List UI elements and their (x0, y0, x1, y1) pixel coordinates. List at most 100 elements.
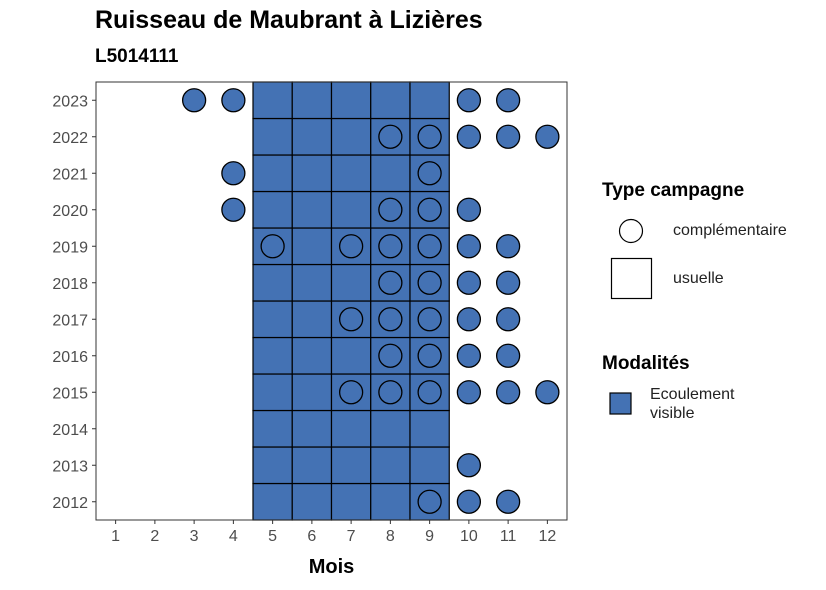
point-complementaire (378, 270, 403, 295)
tile-usuelle (252, 336, 293, 375)
tile-usuelle (330, 409, 372, 448)
square-key-icon (610, 257, 653, 300)
tile-usuelle (330, 263, 372, 302)
y-tick-label: 2015 (52, 385, 88, 402)
point-complementaire (495, 489, 521, 514)
legend-type-campagne: Type campagne (602, 180, 744, 202)
legend-label-ecoulement: Ecoulement visible (650, 385, 735, 423)
tile-usuelle (370, 336, 411, 375)
legend-label-line-2: visible (650, 405, 695, 422)
tile-usuelle (409, 81, 450, 120)
tile-usuelle (330, 190, 372, 229)
panel-border (95, 81, 568, 521)
point-complementaire (378, 307, 403, 332)
x-tick-label: 3 (190, 528, 199, 545)
tile-usuelle (330, 373, 372, 412)
x-tick-label: 2 (150, 528, 159, 545)
tile-usuelle (252, 409, 293, 448)
legend-item-complementaire: complémentaire (610, 216, 787, 246)
legend-modalites-title: Modalités (602, 353, 690, 374)
tile-usuelle (370, 227, 411, 266)
point-complementaire (417, 161, 442, 186)
tile-usuelle (409, 409, 450, 448)
point-complementaire (338, 380, 364, 405)
point-complementaire (378, 234, 403, 259)
point-complementaire (378, 343, 403, 368)
fill-key-icon (609, 392, 632, 415)
tile-usuelle (409, 154, 450, 193)
point-complementaire (495, 343, 521, 368)
tile-usuelle (291, 81, 333, 120)
tile-usuelle (252, 482, 293, 521)
point-complementaire (417, 197, 442, 222)
point-complementaire (221, 88, 246, 113)
tile-usuelle (370, 482, 411, 521)
point-complementaire (456, 270, 482, 295)
point-complementaire (221, 161, 246, 186)
x-tick-label: 5 (268, 528, 277, 545)
circle-key-icon (618, 218, 644, 244)
legend-item-ecoulement: Ecoulement visible (608, 385, 735, 423)
tile-usuelle (252, 446, 293, 485)
tile-usuelle (330, 154, 372, 193)
point-complementaire (495, 307, 521, 332)
chart-subtitle: L5014111 (95, 46, 179, 67)
tile-usuelle (291, 300, 333, 339)
y-tick-label: 2020 (52, 203, 88, 220)
tile-usuelle (409, 117, 450, 156)
tile-usuelle (409, 482, 450, 521)
point-complementaire (417, 343, 442, 368)
tile-usuelle (409, 373, 450, 412)
tile-usuelle (252, 154, 293, 193)
point-complementaire (456, 489, 482, 514)
tile-usuelle (252, 263, 293, 302)
x-tick-label: 7 (347, 528, 356, 545)
tile-usuelle (370, 446, 411, 485)
tile-usuelle (330, 117, 372, 156)
tile-usuelle (409, 446, 450, 485)
point-complementaire (378, 380, 403, 405)
y-tick-label: 2014 (52, 422, 88, 439)
point-complementaire (417, 124, 442, 149)
point-complementaire (338, 307, 364, 332)
tile-usuelle (291, 409, 333, 448)
x-tick-label: 11 (500, 528, 517, 545)
tile-usuelle (409, 300, 450, 339)
y-tick-label: 2017 (52, 312, 88, 329)
point-complementaire (378, 197, 403, 222)
tile-usuelle (409, 336, 450, 375)
y-tick-label: 2019 (52, 239, 88, 256)
point-complementaire (378, 124, 403, 149)
tile-usuelle (370, 409, 411, 448)
legend-item-usuelle: usuelle (610, 257, 724, 301)
chart-title: Ruisseau de Maubrant à Lizières (95, 6, 483, 34)
point-complementaire (417, 380, 442, 405)
tile-usuelle (370, 373, 411, 412)
legend-modalites: Modalités (602, 353, 690, 375)
point-complementaire (417, 489, 442, 514)
y-tick-label: 2013 (52, 458, 88, 475)
point-complementaire (495, 124, 521, 149)
tile-usuelle (409, 263, 450, 302)
tile-usuelle (291, 446, 333, 485)
tile-usuelle (252, 117, 293, 156)
x-tick-label: 4 (229, 528, 238, 545)
point-complementaire (456, 307, 482, 332)
tile-usuelle (330, 336, 372, 375)
legend-label-usuelle: usuelle (673, 270, 724, 287)
point-complementaire (456, 380, 482, 405)
y-tick-label: 2021 (52, 166, 88, 183)
tile-usuelle (330, 81, 372, 120)
legend-type-title: Type campagne (602, 180, 745, 201)
point-complementaire (495, 88, 521, 113)
tile-usuelle (291, 373, 333, 412)
tile-usuelle (370, 154, 411, 193)
tile-usuelle (291, 117, 333, 156)
point-complementaire (417, 270, 442, 295)
tile-usuelle (291, 190, 333, 229)
tile-usuelle (291, 227, 333, 266)
tile-usuelle (252, 227, 293, 266)
point-complementaire (495, 380, 521, 405)
y-tick-label: 2016 (52, 349, 88, 366)
x-tick-label: 10 (460, 528, 478, 545)
